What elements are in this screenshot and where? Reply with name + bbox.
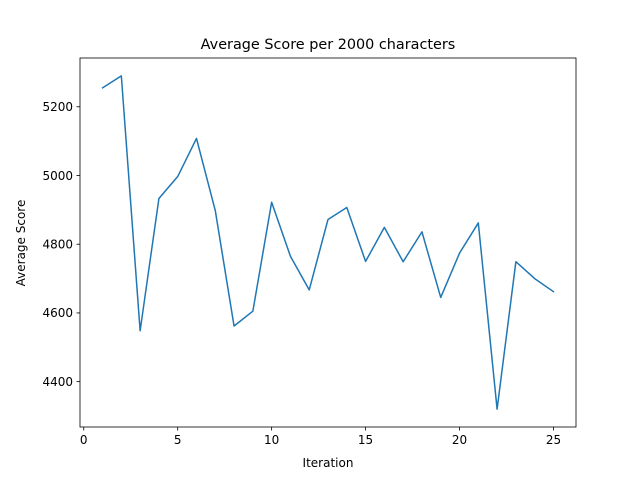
y-tick-label: 4600 <box>42 306 73 320</box>
series-line-0 <box>101 75 555 410</box>
x-tick-label: 10 <box>264 433 279 447</box>
x-tick-label: 5 <box>174 433 182 447</box>
axes-frame <box>79 57 577 428</box>
y-axis-label: Average Score <box>14 200 28 287</box>
y-tick-label: 4800 <box>42 238 73 252</box>
chart-title: Average Score per 2000 characters <box>201 37 456 53</box>
y-tick-label: 5000 <box>42 169 73 183</box>
x-tick-label: 20 <box>452 433 467 447</box>
y-tick-label: 5200 <box>42 100 73 114</box>
y-tick-label: 4400 <box>42 375 73 389</box>
x-tick-label: 25 <box>546 433 561 447</box>
x-axis-label: Iteration <box>303 456 354 470</box>
x-tick-label: 0 <box>80 433 88 447</box>
plot-area: 0 5 10 15 20 25 4400 4600 4800 5000 5200 <box>42 57 577 447</box>
x-tick-label: 15 <box>358 433 373 447</box>
